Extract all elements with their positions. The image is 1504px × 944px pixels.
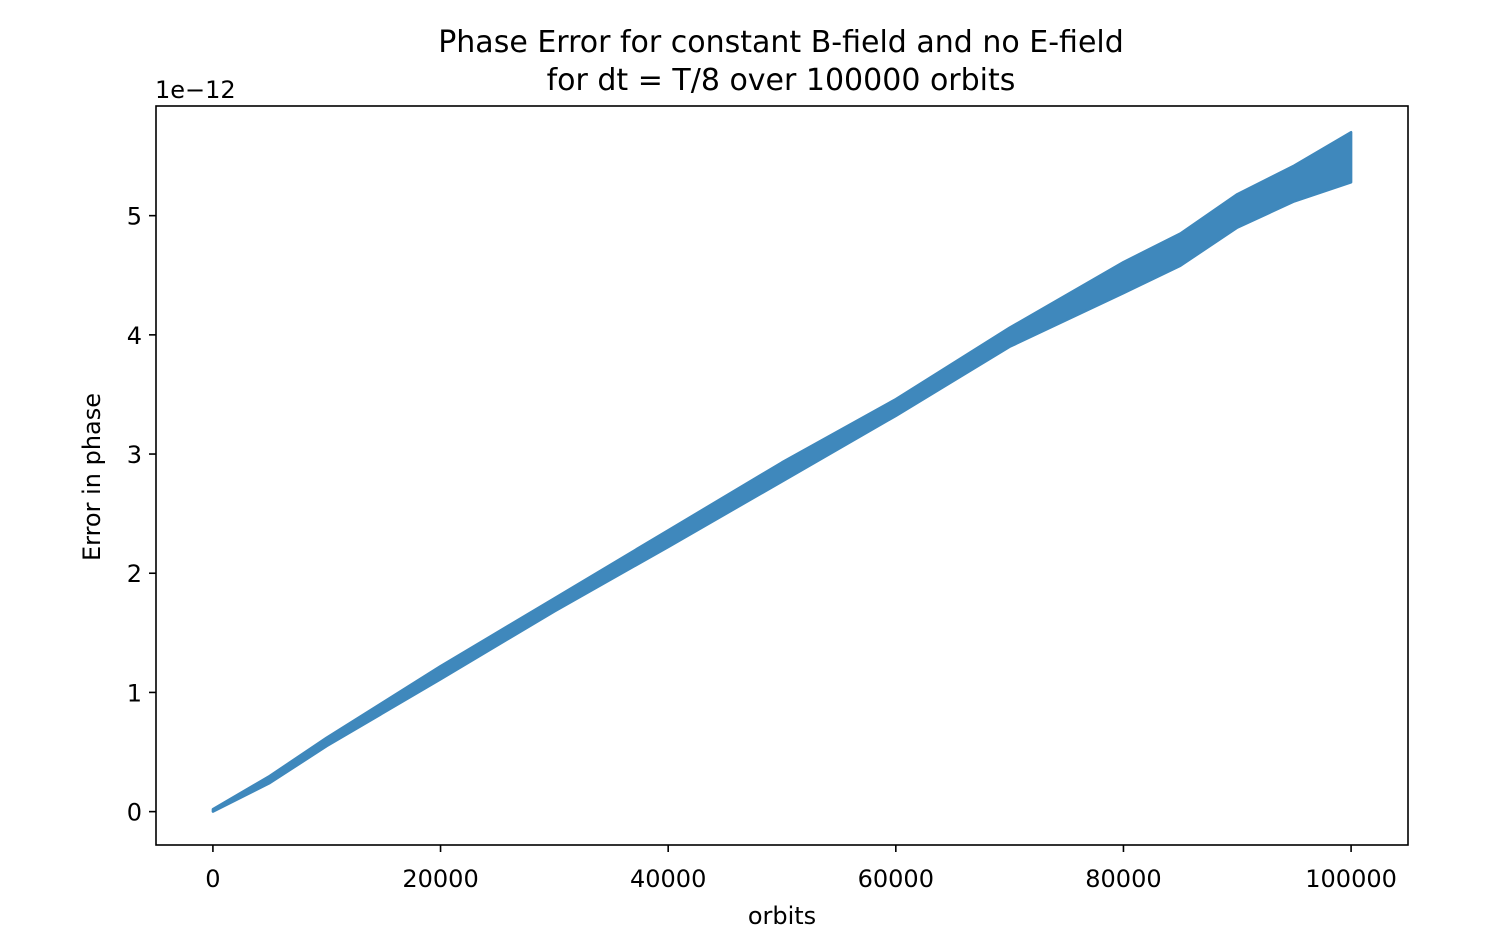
x-tick-label: 0 xyxy=(205,865,220,893)
series-0-band xyxy=(211,130,1353,813)
y-axis-ticks: 0 1 2 3 4 5 xyxy=(127,203,156,827)
x-tick-label: 100000 xyxy=(1305,865,1397,893)
x-tick-label: 20000 xyxy=(402,865,478,893)
plot-area xyxy=(211,130,1353,813)
y-tick-label: 5 xyxy=(127,203,142,231)
y-axis-offset-label: 1e−12 xyxy=(155,76,236,104)
axes-frame xyxy=(155,105,1409,846)
x-axis-label: orbits xyxy=(748,902,816,930)
x-tick-label: 40000 xyxy=(630,865,706,893)
x-axis-ticks: 0 20000 40000 60000 80000 100000 xyxy=(205,845,1397,893)
y-tick-label: 1 xyxy=(127,679,142,707)
x-tick-label: 80000 xyxy=(1085,865,1161,893)
chart-subtitle: for dt = T/8 over 100000 orbits xyxy=(547,63,1016,98)
chart-title: Phase Error for constant B-field and no … xyxy=(438,25,1124,60)
y-axis-label: Error in phase xyxy=(78,393,106,561)
y-tick-label: 0 xyxy=(127,799,142,827)
x-tick-label: 60000 xyxy=(858,865,934,893)
y-tick-label: 3 xyxy=(127,441,142,469)
y-tick-label: 4 xyxy=(127,322,142,350)
y-tick-label: 2 xyxy=(127,560,142,588)
